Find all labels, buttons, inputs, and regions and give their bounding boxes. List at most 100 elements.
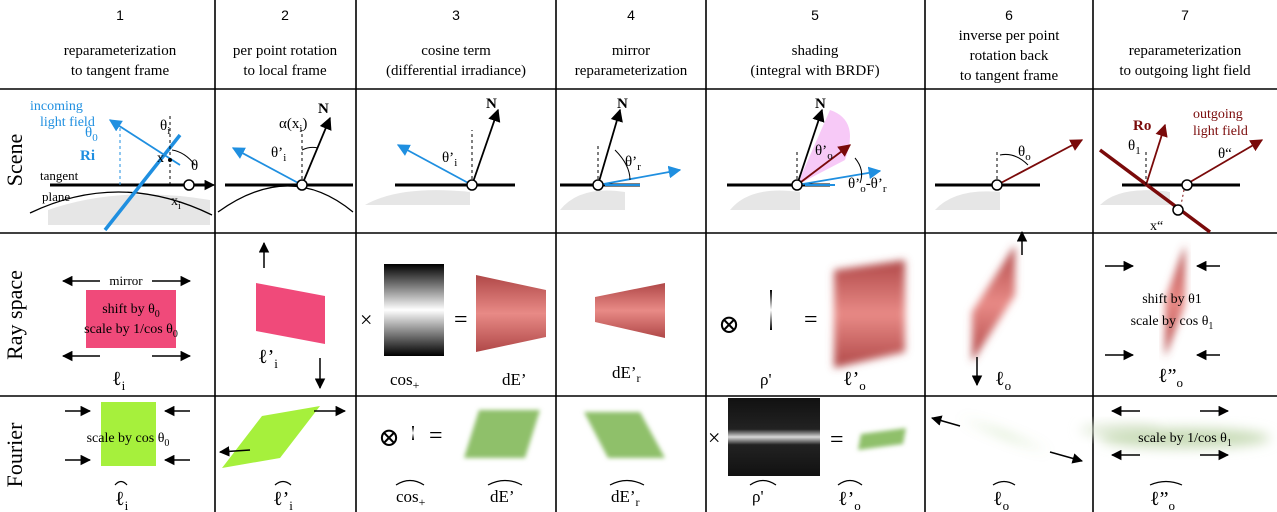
col6-title1: inverse per point bbox=[959, 28, 1061, 44]
col3-title2: (differential irradiance) bbox=[386, 63, 526, 79]
outgoing-arrow bbox=[796, 144, 852, 186]
lpp-hat-label: ℓ”o bbox=[1150, 488, 1175, 512]
point bbox=[592, 179, 604, 191]
outgoing-arrow bbox=[1184, 139, 1264, 186]
theta-o-label: θo bbox=[1018, 144, 1031, 163]
reflected-arrow bbox=[796, 166, 882, 186]
scene-col6: θo bbox=[935, 139, 1084, 210]
ri-label: Ri bbox=[80, 148, 95, 164]
scale-label: scale by 1/cos θ1 bbox=[1138, 431, 1232, 449]
der-hat-label: dE’r bbox=[611, 487, 640, 509]
fourier-hats bbox=[114, 479, 1183, 486]
theta-pi-label: θ’i bbox=[442, 150, 457, 169]
li-label: ℓi bbox=[112, 368, 126, 393]
n-label: N bbox=[318, 101, 329, 117]
scene-col5: N θ’o θ’o-θ’r bbox=[727, 96, 887, 210]
lo-hat-shape bbox=[960, 418, 1050, 452]
cos-box bbox=[384, 264, 444, 356]
theta-pr-label: θ’r bbox=[625, 154, 641, 173]
theta-arc bbox=[999, 154, 1029, 166]
fourier-col4: dE’r bbox=[584, 412, 665, 509]
outgoing-label-1: outgoing bbox=[1193, 107, 1243, 122]
col2-num: 2 bbox=[281, 7, 289, 23]
surface-ground bbox=[560, 190, 625, 210]
fourier-col1: scale by cos θ0 ℓi bbox=[65, 402, 190, 512]
col6-title3: to tangent frame bbox=[960, 68, 1059, 84]
surface-ground bbox=[48, 194, 210, 225]
tangent-label: tangent bbox=[40, 168, 79, 183]
incoming-label-2: light field bbox=[40, 115, 95, 130]
row-label-scene: Scene bbox=[2, 134, 27, 187]
lo-prime-label: ℓ’o bbox=[843, 368, 866, 393]
outgoing-label-2: light field bbox=[1193, 124, 1248, 139]
incoming-light-line bbox=[103, 133, 182, 232]
ray-col5: ⊗ = ρ' ℓ’o bbox=[718, 260, 905, 393]
col3-title1: cosine term bbox=[421, 43, 491, 59]
cos-hat-label: cos+ bbox=[396, 487, 426, 509]
scene-col2: N α(xi) θ’i bbox=[217, 101, 354, 213]
der-label: dE’r bbox=[612, 363, 641, 385]
outgoing-arrow bbox=[996, 139, 1084, 186]
surface-ground bbox=[1100, 190, 1170, 205]
theta-arc bbox=[171, 149, 196, 166]
col6-num: 6 bbox=[1005, 7, 1013, 23]
times-sign: × bbox=[708, 425, 720, 450]
point-x bbox=[168, 158, 172, 162]
ray-col7: shift by θ1 scale by cos θ1 ℓ”o bbox=[1105, 245, 1220, 390]
outgoing-light-line bbox=[1098, 148, 1212, 234]
cos-label: cos+ bbox=[390, 370, 420, 392]
column-headers: 1 reparameterization to tangent frame 2 … bbox=[64, 7, 1251, 84]
lo-shape bbox=[972, 245, 1015, 362]
diff-label: θ’o-θ’r bbox=[848, 176, 887, 195]
normal-arrow bbox=[597, 108, 623, 186]
de-label: dE’ bbox=[502, 370, 527, 389]
rho-hat-label: ρ' bbox=[752, 487, 764, 506]
lo-label: ℓo bbox=[995, 368, 1011, 393]
xi-label: xi bbox=[171, 194, 181, 212]
li-prime-hat-shape bbox=[222, 406, 320, 468]
point bbox=[466, 179, 478, 191]
li-prime-label: ℓ’i bbox=[258, 346, 278, 371]
otimes-sign: ⊗ bbox=[378, 423, 400, 452]
col2-title1: per point rotation bbox=[233, 43, 338, 59]
ray-col1: mirror shift by θ0 scale by 1/cos θ0 ℓi bbox=[61, 273, 192, 393]
ray-col3: × = cos+ dE’ bbox=[360, 264, 546, 392]
ro-arrow bbox=[1145, 123, 1168, 186]
col7-title1: reparameterization bbox=[1129, 43, 1242, 59]
point-xi bbox=[183, 179, 195, 191]
mirror-label: mirror bbox=[109, 273, 143, 288]
surface-ground bbox=[730, 190, 800, 210]
shift-label: shift by θ1 bbox=[1142, 292, 1202, 307]
li-prime-hat-label: ℓ’i bbox=[273, 488, 293, 512]
row-label-ray: Ray space bbox=[2, 270, 27, 360]
rho-hat-box bbox=[728, 398, 820, 476]
thetadd-label: θ“ bbox=[1218, 146, 1232, 162]
shift-label: shift by θ0 bbox=[102, 302, 160, 320]
de-shape bbox=[476, 275, 546, 352]
scene-col3: N θ’i bbox=[365, 96, 515, 205]
rho-strip bbox=[770, 290, 772, 330]
normal-arrow bbox=[471, 108, 501, 186]
col5-title1: shading bbox=[792, 43, 839, 59]
col6-title2: rotation back bbox=[970, 48, 1049, 64]
point-xdd bbox=[1172, 204, 1184, 216]
n-label: N bbox=[486, 96, 497, 112]
lpp-label: ℓ”o bbox=[1158, 365, 1183, 390]
alpha-arc bbox=[301, 146, 319, 151]
li-prime-shape bbox=[256, 283, 325, 344]
col5-num: 5 bbox=[811, 7, 819, 23]
point-x bbox=[1181, 179, 1193, 191]
lo-prime-shape bbox=[834, 260, 905, 368]
der-hat-shape bbox=[584, 412, 665, 458]
theta-arc bbox=[614, 149, 631, 181]
fourier-col3: ⊗ = cos+ dE’ bbox=[378, 410, 540, 509]
lpp-shape bbox=[1165, 245, 1185, 357]
col4-num: 4 bbox=[627, 7, 635, 23]
scale-label: scale by cos θ0 bbox=[87, 431, 170, 449]
ro-label: Ro bbox=[1133, 118, 1151, 134]
theta-pi-label: θ’i bbox=[271, 145, 286, 164]
lo-prime-hat-label: ℓ’o bbox=[838, 488, 861, 512]
col7-num: 7 bbox=[1181, 7, 1189, 23]
